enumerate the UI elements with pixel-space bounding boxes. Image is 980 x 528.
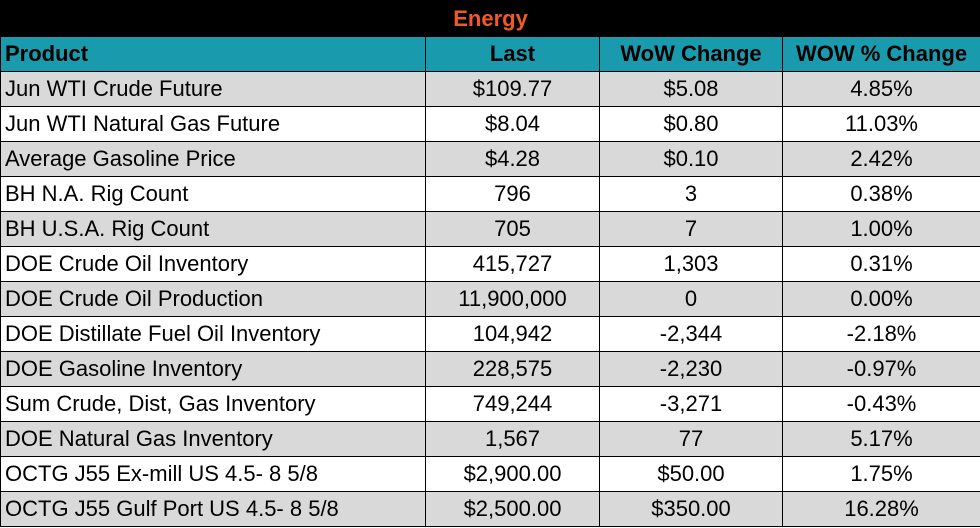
cell-wow-pct-change: 0.00%: [781, 281, 980, 317]
cell-wow-pct-change: 1.00%: [781, 211, 980, 247]
table-row: DOE Natural Gas Inventory 1,567 77 5.17%: [0, 421, 980, 457]
cell-wow-change: 77: [599, 421, 783, 457]
table-row: Jun WTI Natural Gas Future $8.04 $0.80 11.0…: [0, 106, 980, 142]
column-header-wow-change: WoW Change: [599, 36, 783, 72]
cell-wow-change: 3: [599, 176, 783, 212]
table-row: DOE Distillate Fuel Oil Inventory 104,942…: [0, 316, 980, 352]
table-row: BH N.A. Rig Count 796 3 0.38%: [0, 176, 980, 212]
cell-last: $109.77: [425, 71, 600, 107]
cell-wow-pct-change: -2.18%: [781, 316, 980, 352]
column-header-wow-pct-change: WOW % Change: [781, 36, 980, 72]
table-row: DOE Gasoline Inventory 228,575 -2,230 -0.97…: [0, 351, 980, 387]
cell-wow-pct-change: 4.85%: [781, 71, 980, 107]
cell-wow-pct-change: 0.38%: [781, 176, 980, 212]
cell-wow-change: -2,344: [599, 316, 783, 352]
cell-last: 11,900,000: [425, 281, 600, 317]
cell-wow-change: -3,271: [599, 386, 783, 422]
cell-product: DOE Gasoline Inventory: [0, 351, 426, 387]
table-header-row: Product Last WoW Change WOW % Change: [0, 36, 980, 72]
table-title-row: Energy: [0, 0, 980, 37]
cell-product: Sum Crude, Dist, Gas Inventory: [0, 386, 426, 422]
cell-wow-change: $350.00: [599, 491, 783, 527]
cell-last: 1,567: [425, 421, 600, 457]
cell-wow-pct-change: 5.17%: [781, 421, 980, 457]
cell-wow-change: -2,230: [599, 351, 783, 387]
column-header-last: Last: [425, 36, 600, 72]
cell-last: 104,942: [425, 316, 600, 352]
cell-wow-pct-change: 2.42%: [781, 141, 980, 177]
cell-last: 705: [425, 211, 600, 247]
cell-wow-pct-change: -0.97%: [781, 351, 980, 387]
cell-last: $4.28: [425, 141, 600, 177]
table-row: DOE Crude Oil Inventory 415,727 1,303 0.31%: [0, 246, 980, 282]
cell-product: BH U.S.A. Rig Count: [0, 211, 426, 247]
cell-product: DOE Crude Oil Inventory: [0, 246, 426, 282]
cell-last: $8.04: [425, 106, 600, 142]
cell-product: OCTG J55 Gulf Port US 4.5- 8 5/8: [0, 491, 426, 527]
cell-product: Jun WTI Crude Future: [0, 71, 426, 107]
cell-wow-change: $5.08: [599, 71, 783, 107]
cell-wow-change: 0: [599, 281, 783, 317]
cell-wow-change: 7: [599, 211, 783, 247]
cell-product: Jun WTI Natural Gas Future: [0, 106, 426, 142]
cell-last: $2,500.00: [425, 491, 600, 527]
cell-product: Average Gasoline Price: [0, 141, 426, 177]
table-row: BH U.S.A. Rig Count 705 7 1.00%: [0, 211, 980, 247]
table-row: Average Gasoline Price $4.28 $0.10 2.42%: [0, 141, 980, 177]
cell-product: DOE Natural Gas Inventory: [0, 421, 426, 457]
table-row: Sum Crude, Dist, Gas Inventory 749,244 -3,…: [0, 386, 980, 422]
cell-wow-pct-change: 16.28%: [781, 491, 980, 527]
cell-last: $2,900.00: [425, 456, 600, 492]
table-row: OCTG J55 Ex-mill US 4.5- 8 5/8 $2,900.00 $…: [0, 456, 980, 492]
cell-product: DOE Crude Oil Production: [0, 281, 426, 317]
cell-wow-pct-change: 11.03%: [781, 106, 980, 142]
cell-wow-change: $50.00: [599, 456, 783, 492]
cell-product: BH N.A. Rig Count: [0, 176, 426, 212]
table-row: DOE Crude Oil Production 11,900,000 0 0.00%: [0, 281, 980, 317]
cell-last: 796: [425, 176, 600, 212]
cell-wow-pct-change: 1.75%: [781, 456, 980, 492]
cell-wow-pct-change: 0.31%: [781, 246, 980, 282]
cell-product: OCTG J55 Ex-mill US 4.5- 8 5/8: [0, 456, 426, 492]
cell-wow-change: 1,303: [599, 246, 783, 282]
cell-last: 415,727: [425, 246, 600, 282]
cell-last: 749,244: [425, 386, 600, 422]
cell-wow-pct-change: -0.43%: [781, 386, 980, 422]
cell-wow-change: $0.80: [599, 106, 783, 142]
table-title: Energy: [0, 0, 980, 37]
table-row: OCTG J55 Gulf Port US 4.5- 8 5/8 $2,500.0…: [0, 491, 980, 527]
cell-last: 228,575: [425, 351, 600, 387]
cell-wow-change: $0.10: [599, 141, 783, 177]
column-header-product: Product: [0, 36, 426, 72]
table-row: Jun WTI Crude Future $109.77 $5.08 4.85%: [0, 71, 980, 107]
cell-product: DOE Distillate Fuel Oil Inventory: [0, 316, 426, 352]
